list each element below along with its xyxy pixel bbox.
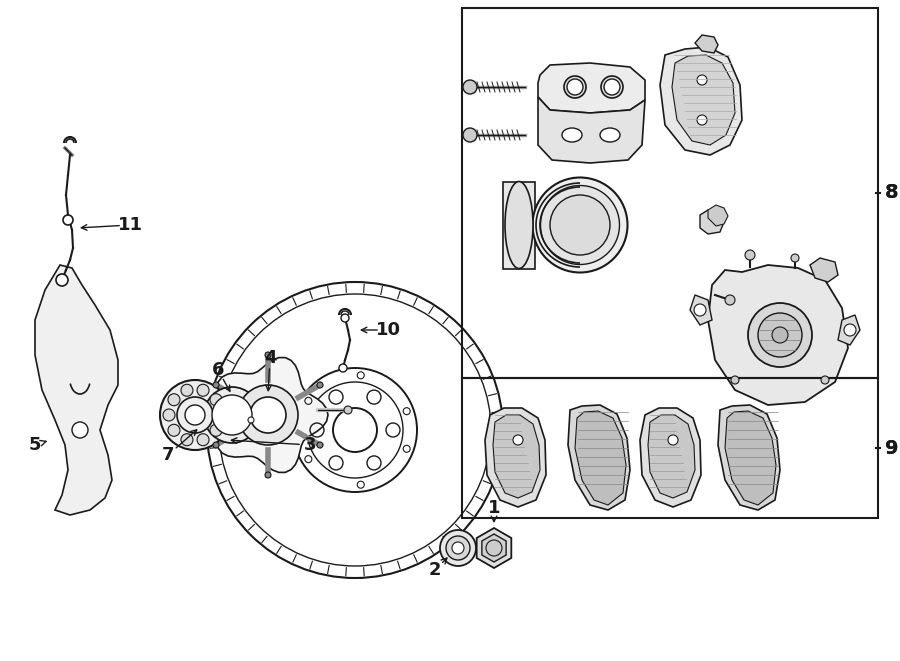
Polygon shape <box>217 358 328 473</box>
Polygon shape <box>575 411 626 505</box>
Polygon shape <box>648 415 695 498</box>
Polygon shape <box>718 405 780 510</box>
Circle shape <box>212 395 252 435</box>
Polygon shape <box>838 315 860 345</box>
Polygon shape <box>660 47 742 155</box>
Circle shape <box>215 409 227 421</box>
Circle shape <box>731 376 739 384</box>
Ellipse shape <box>533 178 627 272</box>
Circle shape <box>181 434 193 446</box>
Polygon shape <box>477 528 511 568</box>
Circle shape <box>250 397 286 433</box>
Circle shape <box>513 435 523 445</box>
Ellipse shape <box>600 128 620 142</box>
Circle shape <box>446 536 470 560</box>
Circle shape <box>160 380 230 450</box>
Circle shape <box>341 314 349 322</box>
Polygon shape <box>708 205 728 226</box>
Circle shape <box>758 313 802 357</box>
Text: 3: 3 <box>304 436 316 454</box>
Circle shape <box>238 385 298 445</box>
Circle shape <box>185 405 205 425</box>
Polygon shape <box>672 55 735 145</box>
Circle shape <box>265 472 271 478</box>
Circle shape <box>604 79 620 95</box>
Circle shape <box>486 540 502 556</box>
Circle shape <box>697 75 707 85</box>
Polygon shape <box>493 415 540 498</box>
Circle shape <box>56 274 68 286</box>
Polygon shape <box>538 97 645 163</box>
Circle shape <box>204 387 260 443</box>
Circle shape <box>210 424 222 436</box>
Text: 8: 8 <box>886 184 899 202</box>
Ellipse shape <box>550 195 610 255</box>
Circle shape <box>197 434 209 446</box>
Circle shape <box>168 424 180 436</box>
Circle shape <box>163 409 175 421</box>
Polygon shape <box>810 258 838 282</box>
Text: 11: 11 <box>118 216 142 234</box>
Circle shape <box>772 327 788 343</box>
Text: 10: 10 <box>375 321 401 339</box>
Circle shape <box>248 417 254 423</box>
Circle shape <box>440 530 476 566</box>
Circle shape <box>567 79 583 95</box>
Ellipse shape <box>541 186 619 264</box>
Ellipse shape <box>564 76 586 98</box>
Circle shape <box>168 394 180 406</box>
Bar <box>503 182 535 269</box>
Circle shape <box>317 382 323 388</box>
Circle shape <box>197 384 209 397</box>
Circle shape <box>339 364 347 372</box>
Polygon shape <box>482 534 506 562</box>
Text: 2: 2 <box>428 561 441 579</box>
Circle shape <box>463 128 477 142</box>
Circle shape <box>177 397 213 433</box>
Circle shape <box>791 254 799 262</box>
Text: 8: 8 <box>886 184 899 202</box>
Circle shape <box>452 542 464 554</box>
Polygon shape <box>725 411 776 505</box>
Polygon shape <box>695 35 718 53</box>
Text: 5: 5 <box>29 436 41 454</box>
Polygon shape <box>640 408 701 507</box>
Text: 7: 7 <box>162 446 175 464</box>
Polygon shape <box>538 63 645 113</box>
Circle shape <box>213 442 219 448</box>
Circle shape <box>694 304 706 316</box>
Circle shape <box>213 382 219 388</box>
Circle shape <box>63 215 73 225</box>
Circle shape <box>72 422 88 438</box>
Text: 4: 4 <box>264 349 276 367</box>
Circle shape <box>821 376 829 384</box>
Circle shape <box>265 352 271 358</box>
Polygon shape <box>708 265 848 405</box>
Polygon shape <box>35 265 118 515</box>
Circle shape <box>844 324 856 336</box>
Polygon shape <box>485 408 546 507</box>
Circle shape <box>463 80 477 94</box>
Ellipse shape <box>562 128 582 142</box>
Polygon shape <box>568 405 630 510</box>
Text: 9: 9 <box>886 438 899 457</box>
Polygon shape <box>700 210 724 234</box>
Circle shape <box>748 303 812 367</box>
Circle shape <box>745 250 755 260</box>
Text: 6: 6 <box>212 361 224 379</box>
Ellipse shape <box>505 182 533 268</box>
Circle shape <box>317 442 323 448</box>
Circle shape <box>344 406 352 414</box>
Bar <box>462 8 878 378</box>
Ellipse shape <box>601 76 623 98</box>
Circle shape <box>725 295 735 305</box>
Polygon shape <box>690 295 712 325</box>
Circle shape <box>668 435 678 445</box>
Text: 1: 1 <box>488 499 500 517</box>
Text: 9: 9 <box>886 438 899 457</box>
Bar <box>462 378 878 518</box>
Circle shape <box>697 115 707 125</box>
Circle shape <box>210 394 222 406</box>
Circle shape <box>181 384 193 397</box>
